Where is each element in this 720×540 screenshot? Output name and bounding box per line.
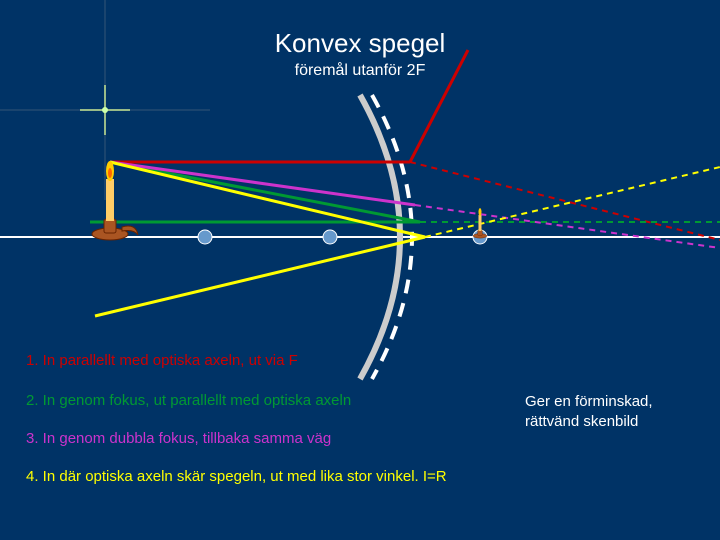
point-2f-front — [198, 230, 212, 244]
legend-red: 1. In parallellt med optiska axeln, ut v… — [26, 352, 298, 369]
point-f-front — [323, 230, 337, 244]
legend-yellow: 4. In där optiska axeln skär spegeln, ut… — [26, 468, 447, 485]
legend-green: 2. In genom fokus, ut parallellt med opt… — [26, 392, 351, 409]
optics-diagram — [0, 0, 720, 540]
legend-magenta: 3. In genom dubbla fokus, tillbaka samma… — [26, 430, 331, 447]
ray-red — [110, 50, 720, 240]
result-note: Ger en förminskad, rättvänd skenbild — [525, 392, 695, 431]
flare-decoration — [0, 0, 210, 200]
object-candle — [92, 161, 138, 240]
